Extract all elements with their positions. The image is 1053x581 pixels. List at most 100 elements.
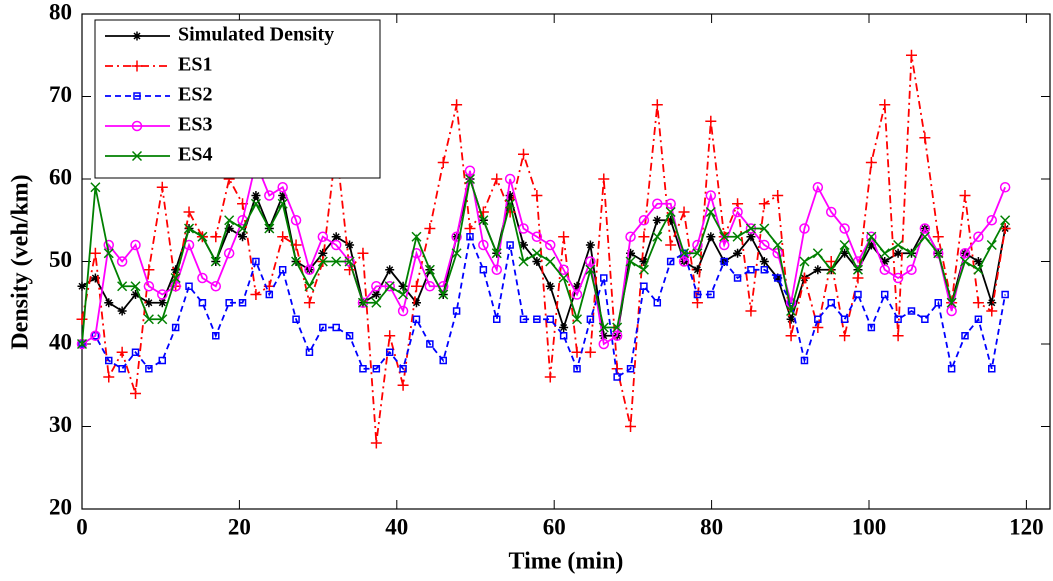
marker — [959, 256, 971, 267]
marker — [706, 232, 716, 242]
y-tick-label: 60 — [49, 164, 72, 189]
marker — [800, 356, 809, 365]
marker — [705, 190, 717, 201]
marker — [345, 240, 355, 250]
marker — [237, 223, 248, 234]
marker — [813, 265, 823, 275]
marker — [747, 266, 755, 274]
marker — [131, 290, 141, 299]
marker — [410, 280, 422, 292]
marker — [611, 330, 623, 341]
x-axis-label: Time (min) — [509, 549, 624, 575]
marker — [745, 305, 757, 317]
marker — [452, 307, 461, 315]
marker — [504, 206, 516, 218]
marker — [210, 256, 221, 267]
marker — [397, 379, 409, 391]
marker — [464, 173, 476, 185]
marker — [372, 365, 381, 373]
marker — [118, 365, 126, 373]
marker — [584, 346, 596, 358]
marker — [371, 290, 381, 299]
marker — [437, 157, 449, 168]
marker — [691, 297, 703, 309]
marker — [544, 371, 556, 383]
marker — [492, 315, 501, 323]
marker — [558, 272, 569, 284]
marker — [585, 264, 596, 275]
marker — [116, 256, 128, 267]
marker — [384, 281, 395, 292]
marker — [518, 223, 529, 234]
marker — [826, 264, 837, 275]
marker — [866, 231, 877, 242]
marker — [653, 299, 662, 307]
marker — [424, 281, 436, 292]
marker — [665, 198, 676, 209]
marker — [357, 247, 369, 259]
marker — [90, 273, 100, 283]
marker — [157, 298, 167, 308]
marker — [879, 99, 891, 111]
marker — [158, 356, 167, 365]
marker — [185, 282, 193, 290]
y-tick-label: 50 — [49, 247, 72, 272]
legend-marker — [131, 150, 143, 162]
legend-marker — [131, 120, 143, 132]
marker — [305, 348, 314, 356]
marker — [879, 264, 890, 275]
marker — [359, 365, 367, 373]
marker — [759, 223, 770, 234]
marker — [491, 264, 502, 275]
marker — [317, 256, 328, 267]
marker — [919, 223, 931, 234]
marker — [854, 290, 862, 299]
marker — [545, 281, 555, 291]
marker — [303, 297, 315, 309]
marker — [772, 239, 783, 251]
marker — [905, 49, 917, 61]
marker — [866, 231, 877, 242]
marker — [292, 315, 300, 323]
marker — [157, 289, 168, 300]
marker — [986, 305, 998, 317]
marker — [116, 346, 128, 358]
marker — [451, 248, 462, 259]
marker — [171, 265, 181, 275]
y-tick-label: 80 — [49, 0, 72, 24]
marker — [518, 256, 529, 267]
marker — [866, 240, 876, 250]
marker — [224, 215, 235, 226]
series-line — [81, 178, 1006, 345]
marker — [332, 323, 340, 332]
marker — [772, 190, 784, 201]
marker — [399, 365, 407, 373]
marker — [732, 231, 743, 242]
marker — [344, 256, 355, 267]
marker — [371, 281, 382, 292]
marker — [799, 256, 810, 267]
marker — [385, 265, 395, 275]
y-axis-label: Density (veh/km) — [8, 174, 34, 349]
marker — [933, 248, 944, 259]
marker — [197, 272, 208, 284]
marker — [143, 264, 155, 276]
marker — [533, 315, 541, 323]
marker — [665, 206, 676, 218]
legend-label: ES3 — [178, 114, 212, 136]
y-tick-label: 40 — [49, 329, 72, 354]
marker — [398, 289, 409, 300]
marker — [252, 257, 260, 266]
marker — [212, 332, 220, 340]
marker — [839, 239, 850, 251]
marker — [531, 231, 543, 242]
marker — [304, 264, 315, 275]
marker — [705, 115, 717, 127]
marker — [291, 256, 302, 267]
marker — [946, 297, 957, 308]
marker — [371, 297, 382, 308]
marker — [786, 305, 797, 317]
marker — [130, 281, 141, 292]
marker — [76, 313, 88, 325]
